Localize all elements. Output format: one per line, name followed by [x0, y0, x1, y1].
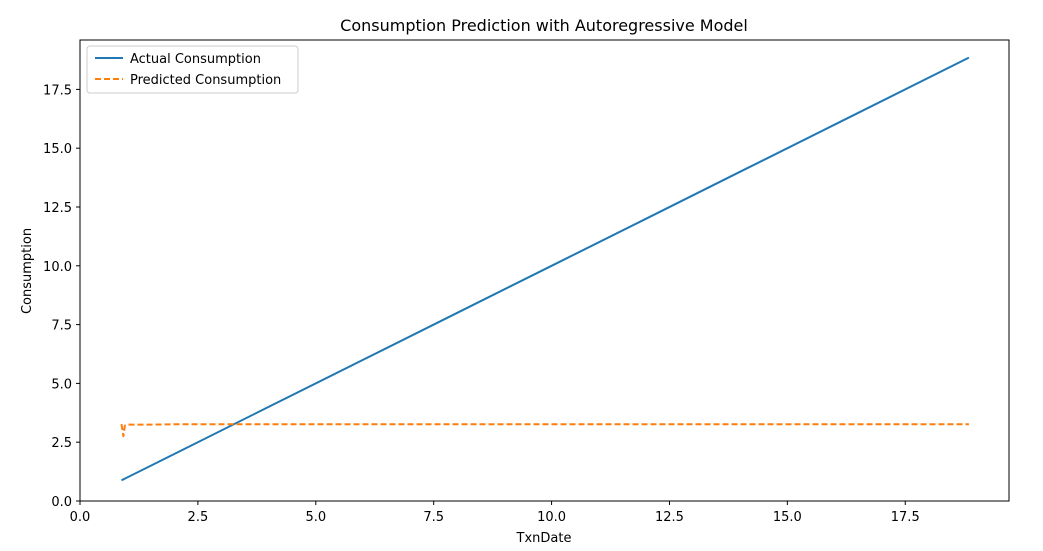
y-tick-label: 10.0: [43, 260, 72, 275]
y-tick-label: 15.0: [43, 142, 72, 157]
y-tick-label: 17.5: [43, 83, 72, 98]
x-tick-label: 15.0: [773, 510, 802, 525]
y-tick-label: 7.5: [51, 319, 72, 334]
x-tick-label: 2.5: [188, 510, 209, 525]
x-tick-label: 5.0: [305, 510, 326, 525]
legend-box: [86, 45, 299, 94]
x-tick-label: 10.0: [537, 510, 566, 525]
y-tick-label: 12.5: [43, 201, 72, 216]
x-tick-label: 12.5: [655, 510, 684, 525]
series-layer: [120, 56, 970, 482]
plot-area: 0.0 2.5 5.0 7.5 10.0 12.5 15.0 17.5 0.0 2.5 5.0 7.…: [43, 39, 1010, 525]
y-axis-title: Consumption: [20, 228, 35, 314]
axes-frame: [79, 39, 1010, 502]
legend: Actual Consumption Predicted Consumption: [86, 45, 299, 94]
x-tick-label: 17.5: [891, 510, 920, 525]
x-tick-label: 0.0: [70, 510, 91, 525]
y-axis-ticks: 0.0 2.5 5.0 7.5 10.0 12.5 15.0 17.5: [43, 83, 80, 510]
x-tick-label: 7.5: [423, 510, 444, 525]
y-tick-label: 2.5: [51, 436, 72, 451]
x-axis-ticks: 0.0 2.5 5.0 7.5 10.0 12.5 15.0 17.5: [70, 501, 920, 525]
series-line-actual-consumption: [121, 56, 970, 482]
series-line-predicted-consumption: [120, 423, 969, 438]
legend-label-actual: Actual Consumption: [130, 52, 261, 67]
y-tick-label: 0.0: [51, 495, 72, 510]
legend-label-predicted: Predicted Consumption: [130, 73, 281, 88]
chart-title: Consumption Prediction with Autoregressi…: [340, 16, 748, 35]
x-axis-title: TxnDate: [516, 531, 572, 546]
y-tick-label: 5.0: [51, 377, 72, 392]
